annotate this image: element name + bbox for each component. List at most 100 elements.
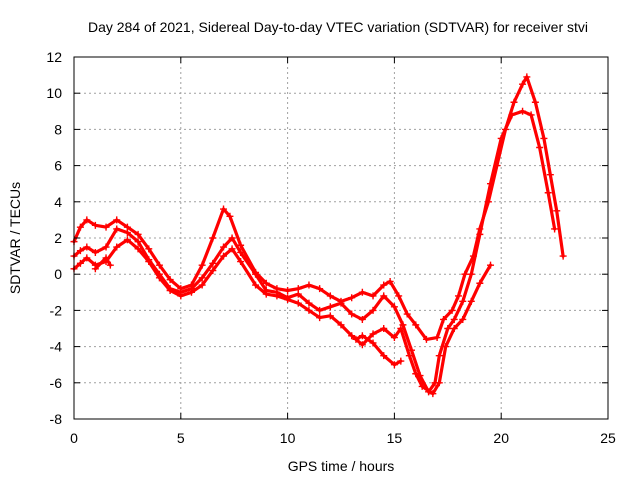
data-point-marker xyxy=(459,315,467,323)
data-point-marker xyxy=(433,334,441,342)
data-point-marker xyxy=(134,245,142,253)
data-point-marker xyxy=(358,288,366,296)
data-point-marker xyxy=(348,310,356,318)
series-line xyxy=(72,238,493,396)
data-point-marker xyxy=(237,258,245,266)
data-point-marker xyxy=(523,73,531,81)
axis-ticks xyxy=(73,56,609,420)
data-point-marker xyxy=(459,297,467,305)
data-point-marker xyxy=(422,335,430,343)
data-point-marker xyxy=(380,325,388,332)
data-point-marker xyxy=(198,274,206,282)
data-point-marker xyxy=(559,252,567,260)
data-point-marker xyxy=(435,379,443,387)
data-point-marker xyxy=(352,335,360,343)
data-point-marker xyxy=(91,248,99,256)
data-point-marker xyxy=(145,245,153,253)
x-tick-label: 10 xyxy=(280,430,296,446)
data-point-marker xyxy=(76,223,84,231)
data-point-marker xyxy=(305,306,313,314)
data-point-marker xyxy=(551,225,559,233)
data-point-marker xyxy=(519,80,527,88)
data-point-marker xyxy=(546,171,554,179)
data-point-marker xyxy=(369,339,377,347)
data-point-marker xyxy=(220,243,228,251)
series-track-fragment xyxy=(352,332,405,369)
data-point-marker xyxy=(198,281,206,289)
series-track-fragment-2 xyxy=(91,254,114,273)
data-point-marker xyxy=(348,332,356,340)
y-tick-label: 2 xyxy=(54,230,62,246)
data-point-marker xyxy=(519,107,527,115)
data-point-marker xyxy=(476,230,484,238)
y-tick-label: 12 xyxy=(46,49,62,65)
data-point-marker xyxy=(284,296,292,304)
data-point-marker xyxy=(450,315,458,323)
x-tick-label: 5 xyxy=(177,430,185,446)
data-point-marker xyxy=(220,205,228,213)
chart-title: Day 284 of 2021, Sidereal Day-to-day VTE… xyxy=(88,19,588,35)
data-point-marker xyxy=(536,144,544,151)
data-point-marker xyxy=(487,180,495,188)
data-point-marker xyxy=(316,314,324,322)
data-point-marker xyxy=(145,258,153,266)
grid xyxy=(74,57,608,419)
data-point-marker xyxy=(380,292,388,300)
data-point-marker xyxy=(418,382,426,390)
data-point-marker xyxy=(91,265,99,273)
data-point-marker xyxy=(527,111,535,119)
data-point-marker xyxy=(540,134,548,142)
data-point-marker xyxy=(102,243,110,251)
data-point-marker xyxy=(166,276,174,284)
data-point-marker xyxy=(83,243,91,251)
data-point-marker xyxy=(337,321,345,329)
series-track-upper xyxy=(70,73,567,343)
data-point-marker xyxy=(397,357,405,365)
data-point-marker xyxy=(390,303,398,311)
data-point-marker xyxy=(102,223,110,231)
y-tick-label: 0 xyxy=(54,266,62,282)
data-point-marker xyxy=(429,390,437,398)
data-point-marker xyxy=(435,352,443,360)
data-point-marker xyxy=(177,292,185,300)
data-point-marker xyxy=(369,306,377,314)
data-point-marker xyxy=(155,261,163,269)
data-point-marker xyxy=(454,292,462,300)
data-point-marker xyxy=(113,216,121,224)
series-track-middle xyxy=(70,107,559,396)
data-point-marker xyxy=(390,334,398,342)
data-point-marker xyxy=(106,261,114,269)
x-axis-label: GPS time / hours xyxy=(288,458,395,474)
data-point-marker xyxy=(397,325,405,332)
data-point-marker xyxy=(155,274,163,282)
data-point-marker xyxy=(83,254,91,262)
data-point-marker xyxy=(510,98,518,106)
data-point-marker xyxy=(316,306,324,314)
data-point-marker xyxy=(348,294,356,302)
data-point-marker xyxy=(467,270,475,278)
data-point-marker xyxy=(531,98,539,106)
data-point-marker xyxy=(380,352,388,360)
x-tick-label: 20 xyxy=(493,430,509,446)
data-point-marker xyxy=(369,330,377,338)
data-point-marker xyxy=(209,234,217,242)
data-point-marker xyxy=(412,370,420,378)
y-tick-label: 10 xyxy=(46,85,62,101)
data-point-marker xyxy=(476,279,484,287)
y-tick-label: -4 xyxy=(50,339,63,355)
data-point-marker xyxy=(228,245,236,253)
data-point-marker xyxy=(326,312,334,320)
data-point-marker xyxy=(91,221,99,229)
x-tick-label: 0 xyxy=(70,430,78,446)
data-point-marker xyxy=(226,212,234,220)
y-tick-label: -6 xyxy=(50,375,63,391)
data-point-marker xyxy=(395,292,403,300)
data-point-marker xyxy=(380,281,388,289)
data-point-marker xyxy=(412,321,420,329)
data-point-marker xyxy=(209,267,217,275)
data-point-marker xyxy=(440,315,448,323)
data-point-marker xyxy=(284,286,292,294)
data-point-marker xyxy=(444,325,452,332)
data-point-marker xyxy=(448,306,456,314)
